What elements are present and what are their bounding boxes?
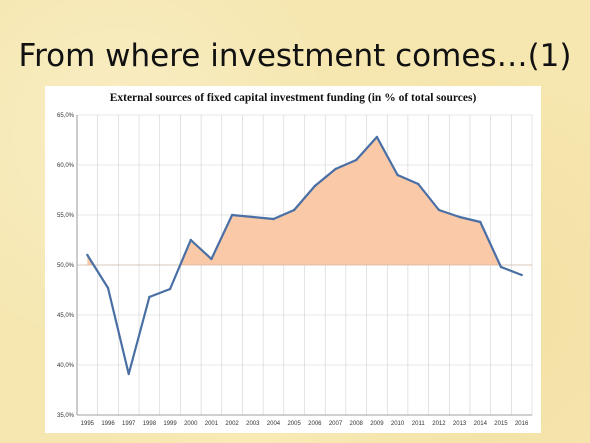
x-tick-label: 1998 <box>143 421 157 427</box>
x-tick-label: 1995 <box>81 421 95 427</box>
x-tick-label: 2005 <box>287 421 301 427</box>
x-tick-label: 2003 <box>246 421 260 427</box>
data-point <box>148 295 151 299</box>
data-point <box>313 184 317 188</box>
x-tick-label: 2013 <box>453 421 467 427</box>
y-tick-label: 55,0% <box>57 213 75 219</box>
x-tick-label: 1997 <box>122 421 136 427</box>
y-tick-label: 45,0% <box>57 313 75 319</box>
y-tick-label: 60,0% <box>57 163 75 169</box>
y-tick-label: 35,0% <box>57 413 75 419</box>
slide-title: From where investment comes…(1) <box>18 38 572 74</box>
x-tick-label: 2001 <box>205 421 219 427</box>
x-tick-label: 2010 <box>391 421 405 427</box>
data-point <box>417 182 420 186</box>
x-tick-label: 2014 <box>474 421 488 427</box>
x-tick-label: 2009 <box>370 421 384 427</box>
x-tick-label: 2015 <box>494 421 508 427</box>
x-tick-label: 2008 <box>350 421 364 427</box>
data-point <box>479 220 482 224</box>
data-point <box>458 215 461 219</box>
data-point <box>127 372 130 376</box>
line-chart: 35,0% 40,0% 45,0% 50,0% 55,0% 60,0% 65,0% 1995 1… <box>57 113 533 427</box>
x-tick-label: 2000 <box>184 421 198 427</box>
x-tick-label: 2007 <box>329 421 343 427</box>
x-tick-label: 1996 <box>101 421 115 427</box>
x-tick-label: 2002 <box>225 421 239 427</box>
data-point <box>499 265 503 269</box>
y-tick-label: 40,0% <box>57 363 75 369</box>
x-tick-label: 1999 <box>163 421 177 427</box>
x-tick-label: 2016 <box>515 421 529 427</box>
x-tick-label: 2006 <box>308 421 322 427</box>
data-point <box>520 273 523 277</box>
data-point <box>189 238 192 242</box>
data-point <box>251 215 254 219</box>
data-point <box>168 287 172 291</box>
data-point <box>230 213 234 217</box>
chart-panel: External sources of fixed capital invest… <box>45 86 541 433</box>
data-point <box>437 208 441 212</box>
data-point <box>396 173 399 177</box>
data-point <box>272 217 275 221</box>
x-tick-label: 2004 <box>267 421 281 427</box>
x-tick-label: 2012 <box>432 421 446 427</box>
data-point <box>106 286 110 290</box>
y-tick-label: 65,0% <box>57 113 75 119</box>
data-point <box>375 135 379 139</box>
data-point <box>86 253 89 257</box>
x-tick-label: 2011 <box>412 421 426 427</box>
data-point <box>355 158 358 162</box>
data-point <box>292 208 296 212</box>
series-line <box>86 135 523 376</box>
data-point <box>334 167 337 171</box>
chart-title: External sources of fixed capital invest… <box>109 92 477 104</box>
data-point <box>210 257 213 261</box>
y-tick-label: 50,0% <box>57 263 75 269</box>
area-above-baseline <box>180 137 501 265</box>
